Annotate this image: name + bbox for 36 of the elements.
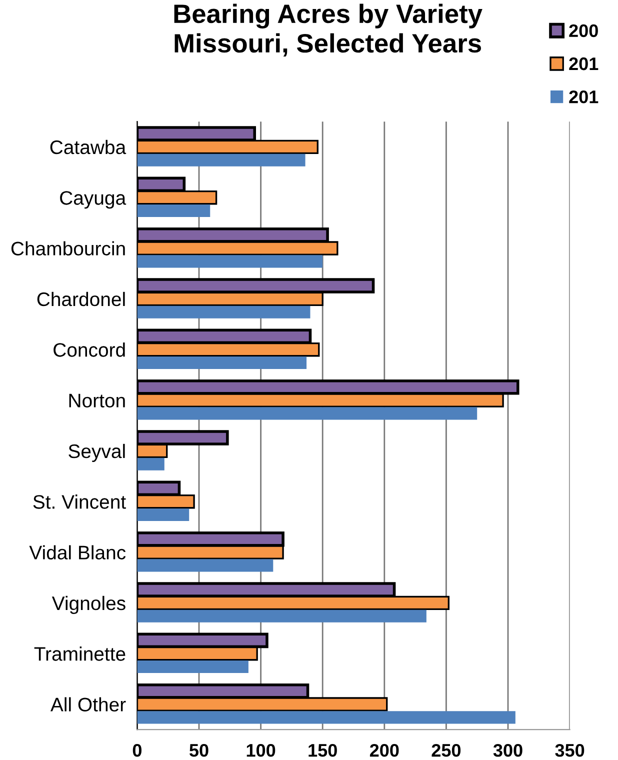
chart-title: Bearing Acres by Variety Missouri, Selected Years bbox=[174, 4, 482, 57]
bar bbox=[137, 407, 478, 420]
y-tick-label: All Other bbox=[50, 697, 126, 712]
bar bbox=[137, 458, 164, 470]
x-tick-label: 350 bbox=[555, 744, 584, 757]
y-tick-label: Norton bbox=[69, 394, 125, 408]
bar bbox=[137, 255, 323, 268]
legend-label: 201 bbox=[569, 90, 598, 104]
y-tick-label: Vidal Blanc bbox=[29, 545, 126, 560]
y-tick-label: Chardonel bbox=[37, 292, 125, 306]
y-tick-label: Cayuga bbox=[60, 191, 126, 209]
x-tick-label: 100 bbox=[246, 744, 276, 757]
y-tick-label: Chambourcin bbox=[11, 241, 125, 256]
y-tick-label: Catawba bbox=[50, 140, 126, 154]
x-tick-label: 50 bbox=[190, 744, 208, 757]
y-tick-label: Vignoles bbox=[52, 596, 126, 614]
y-tick-label: Seyval bbox=[68, 444, 125, 462]
x-tick-label: 250 bbox=[432, 744, 461, 757]
bar bbox=[137, 356, 307, 370]
y-tick-label: St. Vincent bbox=[33, 494, 126, 509]
legend-label: 201 bbox=[569, 57, 598, 70]
bar bbox=[137, 508, 190, 522]
bar bbox=[137, 204, 210, 218]
bar bbox=[137, 306, 310, 318]
y-tick-label: Concord bbox=[54, 342, 125, 357]
legend-label: 200 bbox=[569, 24, 598, 38]
x-tick-label: 150 bbox=[308, 744, 337, 757]
x-tick-label: 0 bbox=[132, 744, 142, 757]
x-tick-label: 300 bbox=[493, 744, 522, 757]
x-tick-label: 200 bbox=[370, 744, 399, 757]
bar bbox=[137, 610, 426, 622]
bar bbox=[137, 559, 274, 572]
y-tick-label: Traminette bbox=[34, 646, 126, 661]
bar bbox=[137, 711, 516, 724]
bar bbox=[137, 154, 306, 166]
bar bbox=[137, 660, 248, 674]
